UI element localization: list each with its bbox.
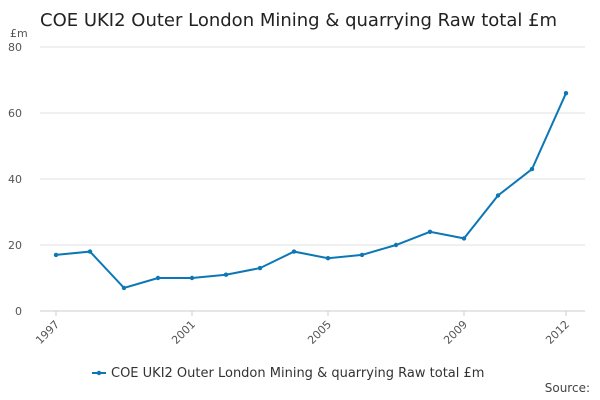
point	[155, 275, 161, 281]
y-tick-label: 20	[8, 239, 22, 252]
point	[325, 256, 331, 261]
point	[223, 272, 229, 277]
x-tick-label: 1997	[33, 318, 62, 347]
legend-marker	[96, 370, 102, 376]
y-tick-label: 0	[15, 305, 22, 318]
y-tick-label: 60	[8, 107, 22, 120]
x-tick-label: 2012	[543, 318, 572, 347]
legend-label: COE UKI2 Outer London Mining & quarrying…	[111, 366, 484, 381]
point	[359, 252, 365, 258]
x-tick-label: 2009	[441, 318, 470, 347]
point	[189, 275, 195, 281]
point	[427, 229, 433, 234]
x-tick-label: 2005	[305, 318, 334, 347]
point	[393, 242, 399, 248]
point	[121, 285, 127, 291]
point	[87, 249, 93, 254]
y-axis-label: £m	[10, 27, 28, 40]
point	[495, 193, 501, 198]
point	[529, 166, 535, 172]
line	[55, 92, 567, 290]
x-tick-label: 2001	[169, 318, 198, 347]
point	[53, 252, 59, 258]
point	[257, 265, 263, 271]
point	[291, 249, 297, 254]
y-tick-label: 40	[8, 173, 22, 186]
source: Source:	[545, 381, 590, 395]
chart-title: COE UKI2 Outer London Mining & quarrying…	[40, 10, 557, 31]
point	[461, 236, 467, 241]
point	[563, 91, 569, 96]
y-tick-label: 80	[8, 41, 22, 54]
